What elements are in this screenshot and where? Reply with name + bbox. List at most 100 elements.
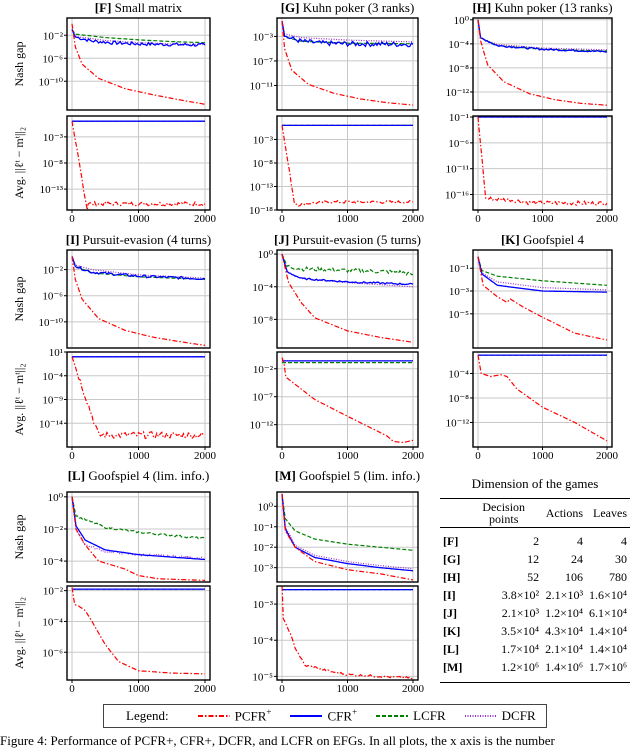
- x-tick-label: 0: [69, 213, 75, 225]
- x-tick-label: 2000: [596, 213, 619, 225]
- table-row: [M] 1.2×10⁶ 1.4×10⁶ 1.7×10⁶: [440, 658, 630, 683]
- table-cell-game: [J]: [443, 606, 457, 620]
- y-tick-label: 10⁻⁴: [42, 556, 63, 568]
- subplot-title: [J] Pursuit-evasion (5 turns): [274, 232, 421, 247]
- y-tick-label: 10⁻³: [449, 286, 470, 298]
- table-header-actions: Actions: [545, 506, 584, 520]
- y-axis-label: Avg. ||ℓᵗ − mᵗ||₂: [12, 127, 26, 199]
- y-tick-label: 10⁻²: [43, 586, 64, 598]
- y-tick-label: 10⁰: [258, 501, 274, 513]
- series-line-pcfr-plus-m-bottom: [281, 585, 414, 680]
- y-tick-label: 10⁻¹³: [250, 182, 274, 194]
- axes-frame: [66, 249, 211, 349]
- table-header-decision-points: Decision points: [482, 500, 526, 526]
- dimension-table: Dimension of the games Decision points A…: [440, 476, 630, 683]
- table-header-leaves: Leaves: [593, 506, 627, 520]
- y-tick-label: 10⁻⁸: [448, 63, 469, 75]
- table-cell-decision-points: 2.1×10³: [501, 606, 540, 620]
- y-tick-label: 10⁻⁴: [448, 39, 469, 51]
- y-tick-label: 10⁻¹⁴: [39, 418, 63, 430]
- legend: Legend: PCFR+ CFR+ LCFR DCFR: [103, 704, 547, 728]
- legend-item-dcfr: DCFR: [464, 707, 536, 724]
- figure-caption: Figure 4: Performance of PCFR+, CFR+, DC…: [0, 733, 555, 748]
- series-line-cfr-plus-i-top: [71, 256, 205, 281]
- y-tick-label: 10⁻¹²: [446, 87, 470, 99]
- table-cell-actions: 4: [577, 534, 584, 548]
- series-line-cfr-plus-j-top: [281, 253, 414, 286]
- y-tick-label: 10⁻⁸: [448, 393, 469, 405]
- subplot-title: [M] Goofspiel 5 (lim. info.): [275, 468, 420, 483]
- y-tick-label: 10⁻¹: [449, 263, 469, 275]
- y-tick-label: 10⁻¹⁶: [445, 190, 469, 202]
- series-line-cfr-plus-h-top: [477, 19, 608, 53]
- table-row: [I] 3.8×10² 2.1×10³ 1.6×10⁴: [440, 586, 630, 604]
- series-line-dcfr-j-top: [281, 253, 414, 288]
- series-line-dcfr-k-top: [477, 256, 608, 291]
- axes-frame: [66, 491, 211, 583]
- y-tick-label: 10⁻¹¹: [250, 80, 273, 92]
- series-line-cfr-plus-f-top: [71, 29, 206, 47]
- subplot-title: [I] Pursuit-evasion (4 turns): [66, 232, 212, 247]
- series-line-lcfr-j-top: [281, 253, 414, 276]
- series-line-dcfr-h-top: [477, 19, 608, 51]
- table-cell-game: [M]: [443, 660, 463, 674]
- axes-frame: [276, 491, 419, 583]
- series-line-lcfr-m-top: [281, 493, 414, 551]
- x-tick-label: 1000: [532, 450, 555, 462]
- legend-item-label: CFR+: [327, 707, 358, 724]
- table-cell-game: [F]: [443, 534, 459, 548]
- axes-frame: [66, 17, 211, 111]
- table-cell-leaves: 1.6×10⁴: [589, 588, 627, 602]
- legend-line-icon: [376, 714, 409, 717]
- subplot-g: [G] Kuhn poker (3 ranks) 10⁻³ 10⁻⁷ 10⁻¹¹ 10⁻…: [249, 0, 424, 225]
- x-tick-label: 0: [475, 450, 481, 462]
- table-cell-actions: 2.1×10³: [545, 588, 584, 602]
- subplot-i: [I] Pursuit-evasion (4 turns) 10⁻² 10⁻⁶ 10⁻…: [12, 232, 217, 462]
- y-tick-label: 10⁻⁸: [252, 158, 273, 170]
- y-axis-label: Avg. ||ℓᵗ − mᵗ||₂: [12, 597, 26, 669]
- y-tick-label: 10⁻²: [253, 364, 274, 376]
- y-tick-label: 10⁻²: [43, 265, 64, 277]
- table-row: [G] 12 24 30: [440, 550, 630, 568]
- y-tick-label: 10⁰: [48, 492, 64, 504]
- table-cell-leaves: 1.7×10⁶: [589, 660, 627, 674]
- y-tick-label: 10⁻³: [253, 563, 274, 575]
- series-line-cfr-plus-m-top: [281, 493, 414, 572]
- x-tick-label: 2000: [194, 213, 217, 225]
- y-axis-label: Nash gap: [12, 277, 26, 322]
- y-tick-label: 10⁻⁹: [42, 395, 63, 407]
- x-tick-label: 1000: [337, 450, 360, 462]
- series-line-pcfr-plus-h-top: [477, 19, 608, 106]
- y-tick-label: 10⁻⁵: [448, 309, 469, 321]
- table-cell-actions: 106: [565, 570, 584, 584]
- legend-label: Legend:: [126, 708, 169, 723]
- series-line-lcfr-g-top: [281, 21, 414, 45]
- series-line-pcfr-plus-f-bottom: [71, 121, 206, 211]
- x-tick-label: 1000: [128, 683, 151, 695]
- y-tick-label: 10⁻⁴: [42, 371, 63, 383]
- y-tick-label: 10⁻⁵: [252, 671, 273, 683]
- series-line-pcfr-plus-k-top: [477, 256, 608, 341]
- y-tick-label: 10⁻⁷: [252, 56, 273, 68]
- series-line-cfr-plus-g-top: [281, 20, 414, 48]
- x-tick-label: 2000: [402, 683, 425, 695]
- table-cell-actions: 4.3×10⁴: [545, 624, 584, 638]
- y-tick-label: 10⁰: [258, 249, 274, 261]
- series-line-dcfr-i-top: [71, 256, 206, 279]
- y-axis-label: Avg. ||ℓᵗ − mᵗ||₂: [12, 363, 26, 435]
- series-line-pcfr-plus-j-bottom: [281, 357, 414, 444]
- x-tick-label: 2000: [596, 450, 619, 462]
- x-tick-label: 1000: [337, 683, 360, 695]
- x-tick-label: 0: [69, 683, 75, 695]
- table-cell-decision-points: 3.8×10²: [501, 588, 540, 602]
- axes-frame: [472, 17, 613, 111]
- series-line-dcfr-g-top: [281, 20, 413, 43]
- table-row: [K] 3.5×10⁴ 4.3×10⁴ 1.4×10⁴: [440, 622, 630, 640]
- series-line-lcfr-k-top: [477, 256, 608, 286]
- y-tick-label: 10⁻²: [43, 524, 64, 536]
- y-tick-label: 10⁰: [454, 15, 470, 27]
- axes-frame: [276, 17, 419, 111]
- table-cell-decision-points: 1.2×10⁶: [501, 660, 540, 674]
- subplot-title: [L] Goofspiel 4 (lim. info.): [68, 468, 210, 483]
- series-line-cfr-plus-k-top: [477, 256, 608, 293]
